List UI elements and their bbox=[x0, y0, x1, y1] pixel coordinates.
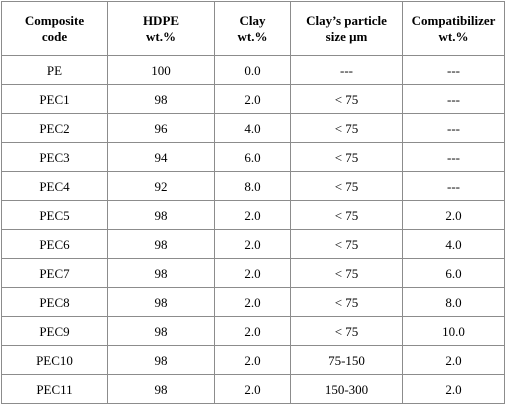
cell-hdpe: 98 bbox=[107, 287, 215, 317]
cell-hdpe: 98 bbox=[107, 345, 215, 375]
header-compatibilizer: Compatibilizer wt.% bbox=[402, 1, 505, 56]
table-body: PE 100 0.0 --- --- PEC1 98 2.0 < 75 --- … bbox=[1, 55, 505, 404]
header-hdpe: HDPE wt.% bbox=[107, 1, 215, 56]
table-row: PEC2 96 4.0 < 75 --- bbox=[1, 113, 505, 143]
cell-particle-size: < 75 bbox=[290, 287, 403, 317]
composite-formulation-table: Composite code HDPE wt.% Clay wt.% Clay’… bbox=[1, 1, 505, 404]
cell-clay: 2.0 bbox=[214, 200, 291, 230]
cell-clay: 2.0 bbox=[214, 84, 291, 114]
table-row: PEC3 94 6.0 < 75 --- bbox=[1, 142, 505, 172]
cell-hdpe: 96 bbox=[107, 113, 215, 143]
cell-composite-code: PE bbox=[1, 55, 108, 85]
cell-particle-size: 75-150 bbox=[290, 345, 403, 375]
cell-compatibilizer: 2.0 bbox=[402, 345, 505, 375]
header-composite-code: Composite code bbox=[1, 1, 108, 56]
cell-composite-code: PEC8 bbox=[1, 287, 108, 317]
cell-hdpe: 98 bbox=[107, 316, 215, 346]
cell-particle-size: < 75 bbox=[290, 113, 403, 143]
cell-composite-code: PEC9 bbox=[1, 316, 108, 346]
cell-compatibilizer: 2.0 bbox=[402, 200, 505, 230]
header-text: size μm bbox=[325, 28, 368, 44]
table-row: PEC8 98 2.0 < 75 8.0 bbox=[1, 287, 505, 317]
cell-clay: 6.0 bbox=[214, 142, 291, 172]
cell-hdpe: 92 bbox=[107, 171, 215, 201]
cell-hdpe: 94 bbox=[107, 142, 215, 172]
cell-compatibilizer: 4.0 bbox=[402, 229, 505, 259]
header-text: Composite bbox=[24, 12, 85, 28]
table-row: PEC4 92 8.0 < 75 --- bbox=[1, 171, 505, 201]
header-row: Composite code HDPE wt.% Clay wt.% Clay’… bbox=[1, 1, 505, 56]
cell-clay: 2.0 bbox=[214, 374, 291, 404]
header-text: Clay bbox=[239, 12, 266, 28]
cell-hdpe: 98 bbox=[107, 229, 215, 259]
header-text: wt.% bbox=[237, 28, 268, 44]
cell-clay: 2.0 bbox=[214, 287, 291, 317]
header-text: code bbox=[41, 28, 68, 44]
header-text: Clay’s particle bbox=[306, 12, 387, 28]
cell-compatibilizer: 8.0 bbox=[402, 287, 505, 317]
table-row: PEC5 98 2.0 < 75 2.0 bbox=[1, 200, 505, 230]
cell-composite-code: PEC4 bbox=[1, 171, 108, 201]
cell-compatibilizer: --- bbox=[402, 142, 505, 172]
cell-compatibilizer: --- bbox=[402, 84, 505, 114]
cell-compatibilizer: --- bbox=[402, 171, 505, 201]
cell-particle-size: < 75 bbox=[290, 171, 403, 201]
cell-particle-size: < 75 bbox=[290, 200, 403, 230]
cell-clay: 2.0 bbox=[214, 229, 291, 259]
cell-particle-size: < 75 bbox=[290, 229, 403, 259]
cell-composite-code: PEC1 bbox=[1, 84, 108, 114]
header-text: wt.% bbox=[146, 28, 176, 44]
cell-clay: 2.0 bbox=[214, 258, 291, 288]
cell-compatibilizer: 2.0 bbox=[402, 374, 505, 404]
cell-particle-size: < 75 bbox=[290, 316, 403, 346]
header-particle-size: Clay’s particle size μm bbox=[290, 1, 403, 56]
header-text: wt.% bbox=[438, 28, 469, 44]
cell-compatibilizer: --- bbox=[402, 55, 505, 85]
cell-clay: 4.0 bbox=[214, 113, 291, 143]
cell-composite-code: PEC6 bbox=[1, 229, 108, 259]
cell-composite-code: PEC5 bbox=[1, 200, 108, 230]
cell-particle-size: < 75 bbox=[290, 142, 403, 172]
cell-compatibilizer: 6.0 bbox=[402, 258, 505, 288]
cell-clay: 2.0 bbox=[214, 316, 291, 346]
table-row: PEC6 98 2.0 < 75 4.0 bbox=[1, 229, 505, 259]
cell-particle-size: < 75 bbox=[290, 258, 403, 288]
cell-hdpe: 100 bbox=[107, 55, 215, 85]
cell-clay: 8.0 bbox=[214, 171, 291, 201]
cell-composite-code: PEC3 bbox=[1, 142, 108, 172]
cell-particle-size: 150-300 bbox=[290, 374, 403, 404]
cell-particle-size: --- bbox=[290, 55, 403, 85]
header-clay: Clay wt.% bbox=[214, 1, 291, 56]
cell-composite-code: PEC11 bbox=[1, 374, 108, 404]
cell-clay: 2.0 bbox=[214, 345, 291, 375]
cell-hdpe: 98 bbox=[107, 200, 215, 230]
cell-particle-size: < 75 bbox=[290, 84, 403, 114]
cell-hdpe: 98 bbox=[107, 374, 215, 404]
cell-hdpe: 98 bbox=[107, 84, 215, 114]
cell-composite-code: PEC7 bbox=[1, 258, 108, 288]
cell-clay: 0.0 bbox=[214, 55, 291, 85]
header-text: HDPE bbox=[142, 12, 180, 28]
cell-compatibilizer: 10.0 bbox=[402, 316, 505, 346]
cell-composite-code: PEC2 bbox=[1, 113, 108, 143]
cell-composite-code: PEC10 bbox=[1, 345, 108, 375]
table-row: PEC11 98 2.0 150-300 2.0 bbox=[1, 374, 505, 404]
table-row: PEC9 98 2.0 < 75 10.0 bbox=[1, 316, 505, 346]
cell-compatibilizer: --- bbox=[402, 113, 505, 143]
table-row: PEC10 98 2.0 75-150 2.0 bbox=[1, 345, 505, 375]
table-row: PEC7 98 2.0 < 75 6.0 bbox=[1, 258, 505, 288]
cell-hdpe: 98 bbox=[107, 258, 215, 288]
table-row: PE 100 0.0 --- --- bbox=[1, 55, 505, 85]
table-row: PEC1 98 2.0 < 75 --- bbox=[1, 84, 505, 114]
header-text: Compatibilizer bbox=[411, 12, 496, 28]
